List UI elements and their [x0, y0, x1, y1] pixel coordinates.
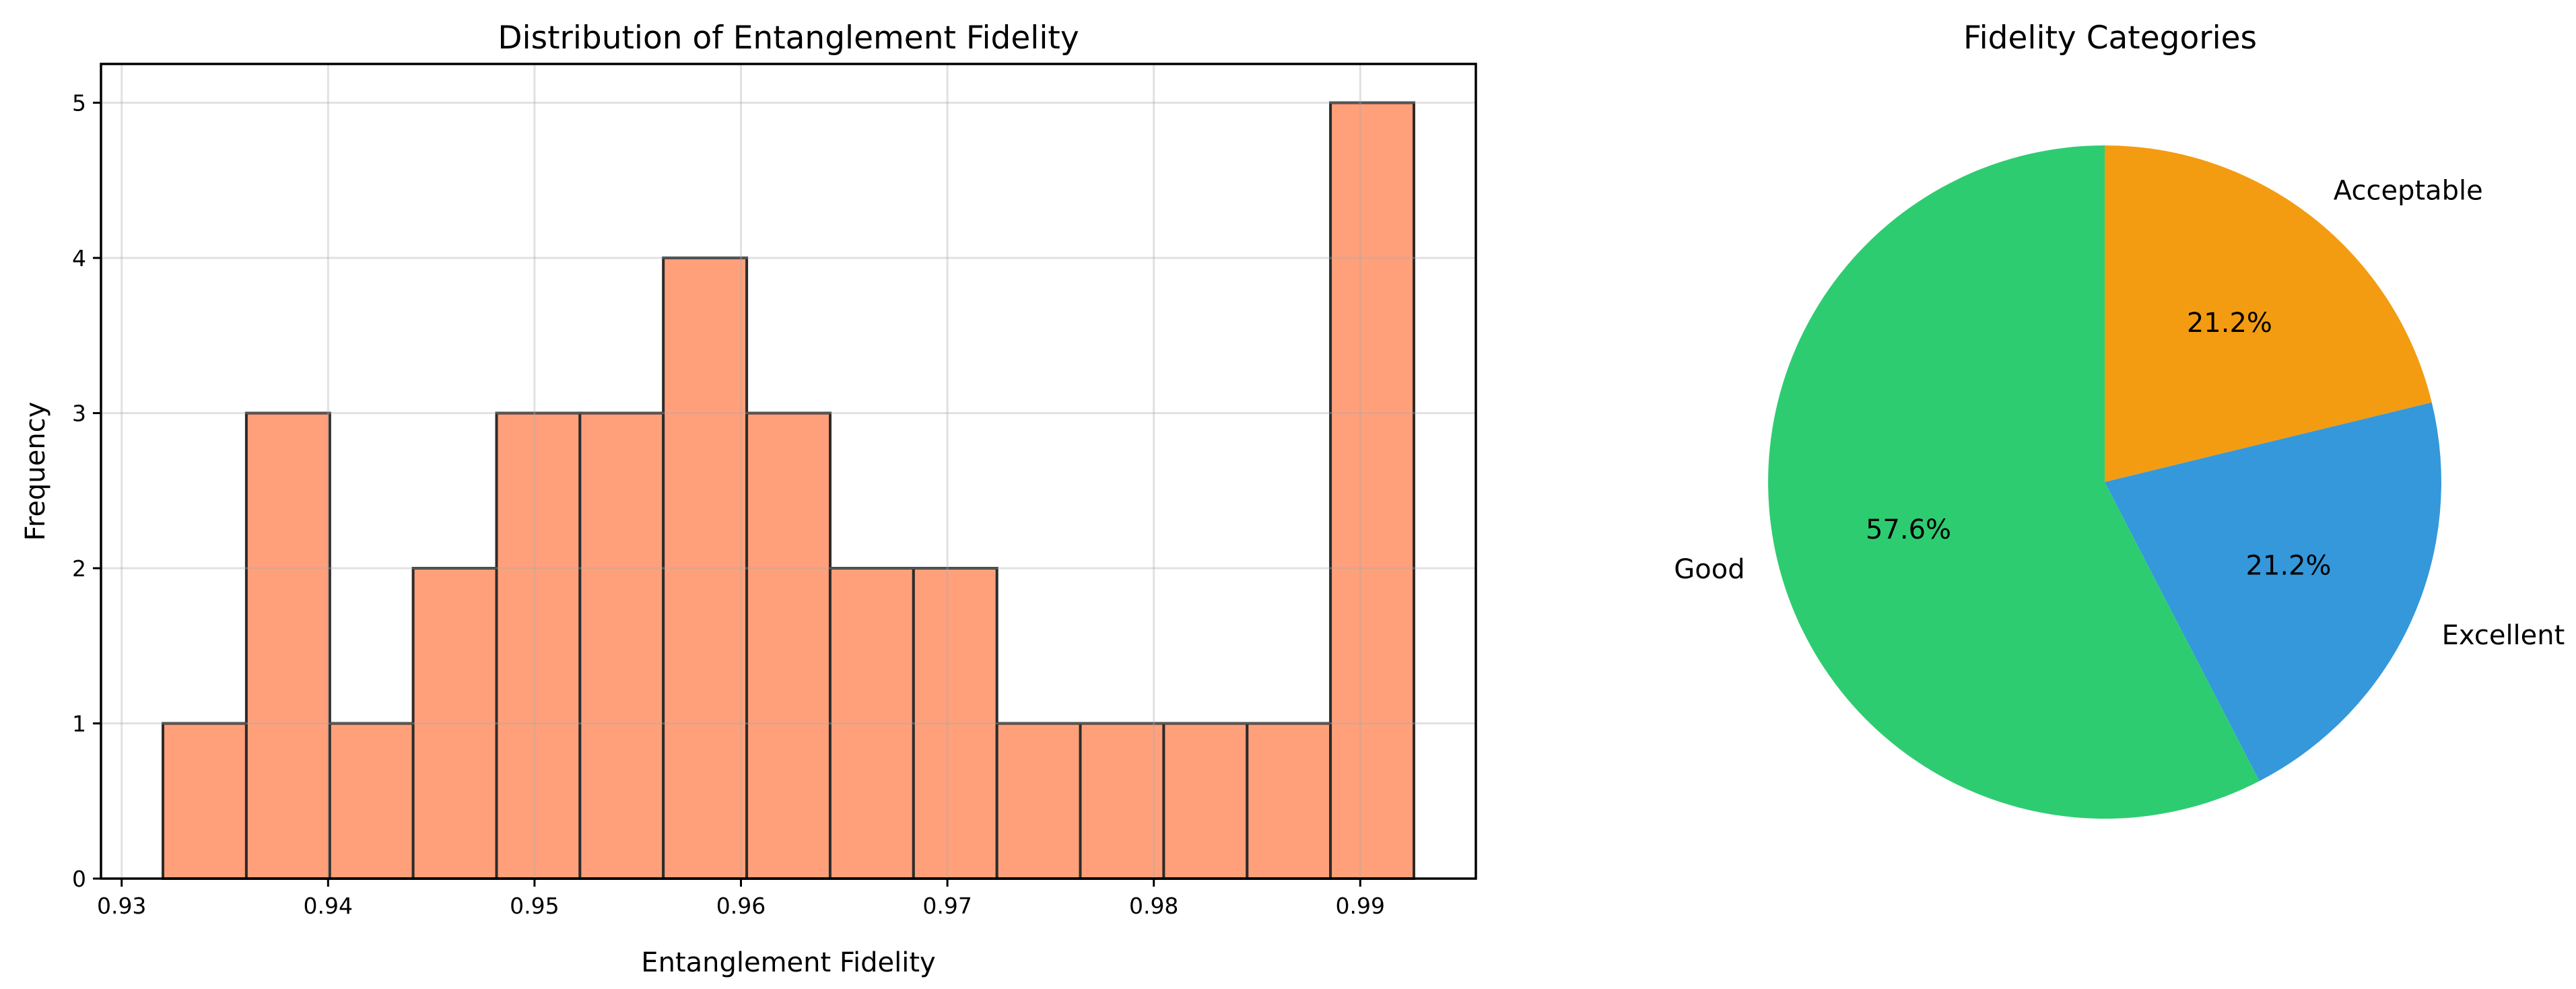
x-tick-label: 0.98	[1129, 893, 1178, 919]
histogram-bar	[162, 722, 248, 880]
histogram-bar	[1079, 722, 1165, 880]
x-tick-label: 0.93	[97, 893, 146, 919]
histogram-bar	[328, 722, 415, 880]
histogram-plot: 0.93 0.94 0.95 0.96 0.97 0.98 0.99 0 1 2 3 4 5	[72, 63, 1477, 919]
pie-slice-pct-good: 57.6%	[1866, 514, 1951, 545]
pie-slice-pct-acceptable: 21.2%	[2187, 308, 2272, 339]
histogram-chart: 0.93 0.94 0.95 0.96 0.97 0.98 0.99 0 1 2 3 4 5 Distr…	[20, 20, 1477, 978]
pie-slice-label-good: Good	[1674, 554, 1744, 585]
x-tick-label: 0.97	[922, 893, 972, 919]
pie-slice-acceptable	[2105, 145, 2432, 482]
x-tick-label: 0.99	[1336, 893, 1385, 919]
y-tick-label: 0	[72, 866, 86, 892]
pie-slice-label-excellent: Excellent	[2442, 620, 2565, 651]
histogram-ylabel: Frequency	[20, 402, 51, 541]
y-tick-label: 5	[72, 90, 86, 116]
histogram-bar	[828, 567, 915, 880]
histogram-bar	[1246, 722, 1332, 880]
y-tick-label: 2	[72, 555, 86, 582]
y-tick-label: 1	[72, 711, 86, 737]
pie-title: Fidelity Categories	[1963, 20, 2257, 57]
histogram-bar	[411, 567, 498, 880]
pie-slice-label-acceptable: Acceptable	[2334, 176, 2483, 207]
pie-slice-pct-excellent: 21.2%	[2245, 550, 2331, 581]
x-tick-label: 0.96	[716, 893, 766, 919]
histogram-xlabel: Entanglement Fidelity	[641, 947, 935, 978]
histogram-title: Distribution of Entanglement Fidelity	[498, 20, 1079, 57]
histogram-bar	[745, 411, 832, 880]
axes-spines	[100, 63, 1477, 880]
pie-slice-good	[1768, 145, 2260, 819]
pie-plot: Acceptable 21.2% Excellent 21.2% Good 57.6%	[1674, 145, 2565, 819]
histogram-bar	[662, 257, 749, 881]
histogram-bar	[1329, 101, 1415, 881]
histogram-bar	[995, 722, 1082, 880]
histogram-bar	[1162, 722, 1249, 880]
x-tick-label: 0.94	[304, 893, 353, 919]
histogram-bar	[578, 411, 665, 880]
histogram-bar	[495, 411, 582, 880]
x-tick-label: 0.95	[510, 893, 559, 919]
y-tick-label: 4	[72, 245, 86, 271]
pie-slice-excellent	[2105, 402, 2441, 782]
y-tick-label: 3	[72, 401, 86, 427]
pie-chart: Acceptable 21.2% Excellent 21.2% Good 57.6% F…	[1674, 20, 2565, 819]
histogram-bar	[244, 411, 331, 880]
